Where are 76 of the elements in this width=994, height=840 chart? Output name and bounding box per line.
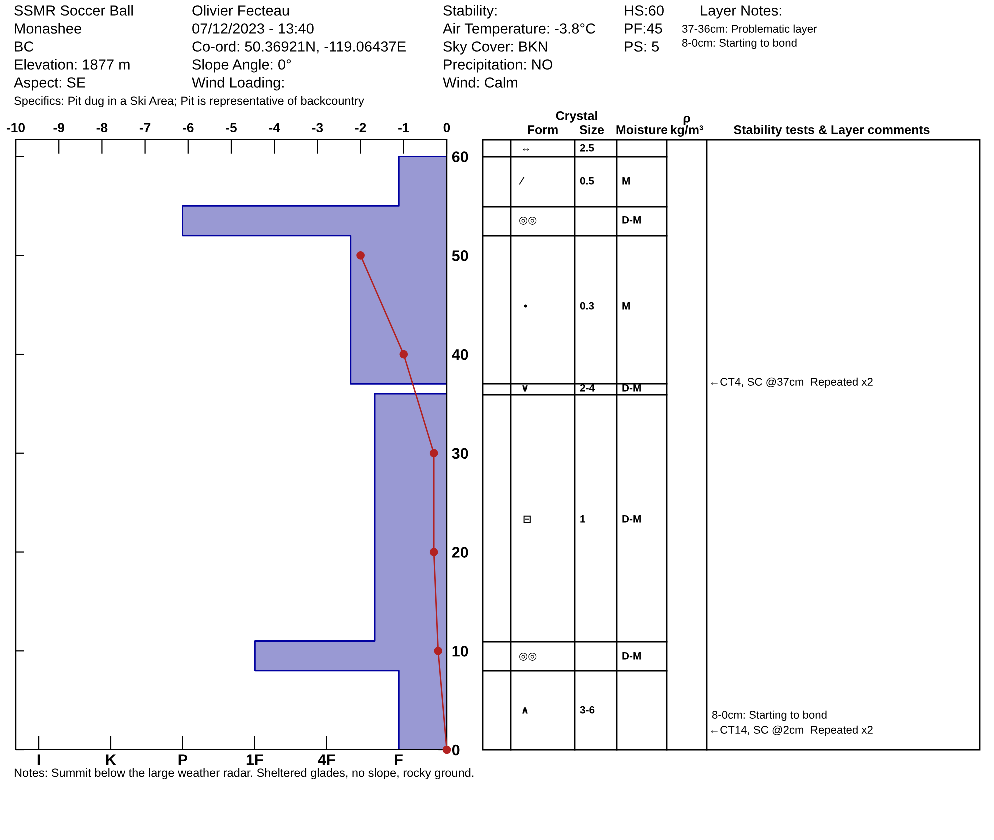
x2-tick-label: -6 xyxy=(183,123,194,133)
text: ←CT4, SC @37cm Repeated x2 xyxy=(711,378,873,388)
x2-tick-label: -3 xyxy=(312,123,324,133)
text: 8-0cm: Starting to bond xyxy=(682,38,797,50)
text: D-M xyxy=(622,384,641,392)
text: 07/12/2023 - 13:40 xyxy=(192,23,314,34)
text: SSMR Soccer Ball xyxy=(14,5,133,16)
y-tick-label: 60 xyxy=(452,152,468,162)
x-tick-label: F xyxy=(395,754,403,766)
x2-tick-label: -5 xyxy=(226,123,237,133)
text: • xyxy=(524,304,528,308)
text: ∧ xyxy=(522,708,528,714)
text: Layer Notes: xyxy=(701,6,782,19)
x2-tick-label: -8 xyxy=(96,123,108,133)
text: HS:60 xyxy=(625,6,664,16)
text: PS: 5 xyxy=(625,42,660,52)
text: ◎◎ xyxy=(520,216,537,225)
text: Wind Loading: xyxy=(192,77,284,91)
x2-tick-label: 0 xyxy=(444,123,450,133)
y-tick-label: 10 xyxy=(452,646,468,657)
x-tick-label: 4F xyxy=(318,754,336,766)
text: Air Temperature: -3.8°C xyxy=(443,23,596,37)
text: Slope Angle: 0° xyxy=(192,59,292,73)
text: ∨ xyxy=(522,386,528,392)
text: Notes: Summit below the large weather radar. Sheltered glades, no slope, rocky ground. xyxy=(14,768,474,780)
text: Olivier Fecteau xyxy=(192,5,290,16)
text: ←CT14, SC @2cm Repeated x2 xyxy=(711,726,873,736)
text: Stability tests & Layer comments xyxy=(734,125,930,137)
text: 1 xyxy=(580,516,586,523)
y-tick-label: 40 xyxy=(452,349,468,360)
text: ⁄ xyxy=(519,178,525,185)
text: Wind: Calm xyxy=(443,77,518,88)
text: D-M xyxy=(622,216,641,224)
x2-tick-label: -10 xyxy=(6,123,25,133)
text: 37-36cm: Problematic layer xyxy=(682,24,818,36)
text: PF:45 xyxy=(625,24,662,34)
text: Form xyxy=(528,126,558,134)
text: 2-4 xyxy=(580,384,595,392)
y-tick-label: 0 xyxy=(452,744,460,756)
x-tick-label: P xyxy=(178,754,188,766)
text: D-M xyxy=(622,652,641,660)
text: ρ kg/m³ xyxy=(671,116,704,137)
y-tick-label: 20 xyxy=(452,547,468,558)
text: ↔ xyxy=(523,148,530,152)
text: 3-6 xyxy=(580,706,595,714)
text: Co-ord: 50.36921N, -119.06437E xyxy=(192,41,406,54)
text: Crystal xyxy=(556,111,598,123)
text: BC xyxy=(15,42,34,52)
text: Monashee xyxy=(15,23,82,34)
text: M xyxy=(622,302,630,310)
text: 8-0cm: Starting to bond xyxy=(712,710,827,722)
x2-tick-label: -7 xyxy=(140,123,151,132)
x2-tick-label: -4 xyxy=(269,123,280,132)
text: 0.3 xyxy=(580,302,594,310)
text: 0.5 xyxy=(580,177,594,185)
text: Sky Cover: BKN xyxy=(444,41,548,55)
x-tick-label: K xyxy=(106,754,116,766)
x2-tick-label: -2 xyxy=(355,123,366,132)
y-tick-label: 50 xyxy=(452,250,468,262)
x-tick-label: 1F xyxy=(246,754,264,766)
text: Size xyxy=(580,125,604,134)
text: Moisture xyxy=(616,125,668,134)
text: M xyxy=(622,178,630,185)
text: 2.5 xyxy=(580,144,594,152)
text: Stability: xyxy=(444,5,497,19)
x-tick-label: I xyxy=(38,754,40,766)
text: Precipitation: NO xyxy=(444,59,553,73)
text: Aspect: SE xyxy=(14,78,86,91)
text: ⊟ xyxy=(524,516,531,523)
x2-tick-label: -1 xyxy=(398,123,410,132)
text: Elevation: 1877 m xyxy=(15,59,130,70)
x2-tick-label: -9 xyxy=(54,123,64,133)
y-tick-label: 30 xyxy=(452,448,468,460)
text: Specifics: Pit dug in a Ski Area; Pit is representative of backcountry xyxy=(14,96,364,108)
text: ◎◎ xyxy=(520,652,537,661)
text: D-M xyxy=(622,516,641,523)
